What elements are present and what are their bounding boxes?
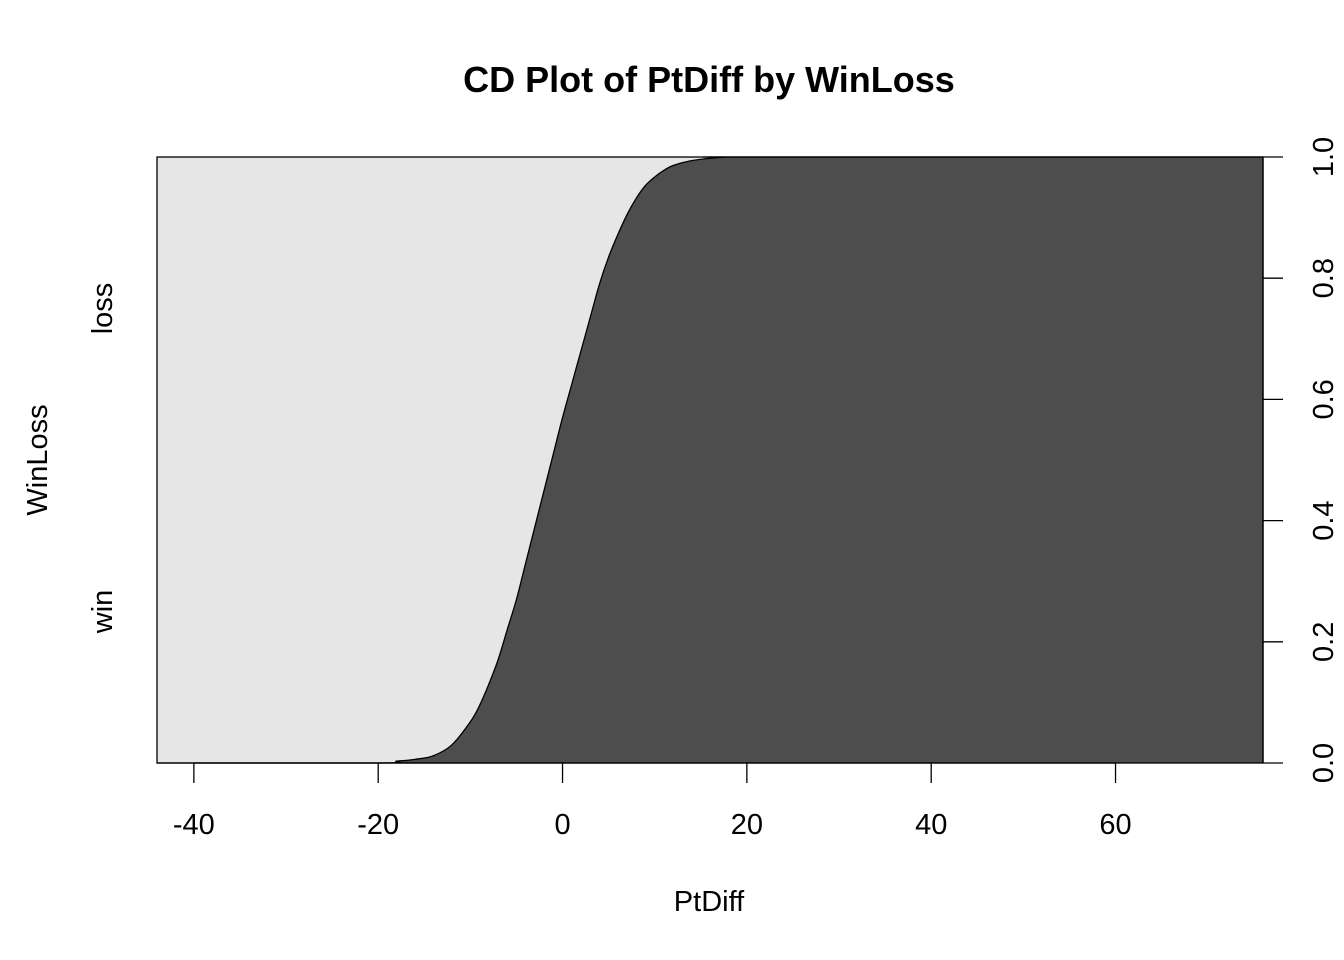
x-tick-label: -40 (173, 809, 215, 841)
cd-boundary-line (157, 156, 1263, 764)
y-tick-label-right: 1.0 (1308, 137, 1340, 177)
x-tick-label: 40 (915, 809, 947, 841)
x-tick-label: 0 (554, 809, 570, 841)
x-axis-label: PtDiff (674, 886, 745, 918)
y-axis-label: WinLoss (22, 404, 54, 515)
y-tick-label-right: 0.0 (1308, 743, 1340, 783)
win-region (157, 157, 1263, 763)
y-tick-label-right: 0.4 (1308, 500, 1340, 540)
x-tick-label: 60 (1099, 809, 1131, 841)
y-tick-label-right: 0.8 (1308, 258, 1340, 298)
chart-title: CD Plot of PtDiff by WinLoss (463, 59, 955, 100)
y-tick-label-right: 0.2 (1308, 622, 1340, 662)
category-label-loss: loss (87, 283, 119, 335)
y-tick-label-right: 0.6 (1308, 379, 1340, 419)
category-label-win: win (87, 590, 119, 635)
x-tick-label: -20 (357, 809, 399, 841)
x-tick-label: 20 (731, 809, 763, 841)
